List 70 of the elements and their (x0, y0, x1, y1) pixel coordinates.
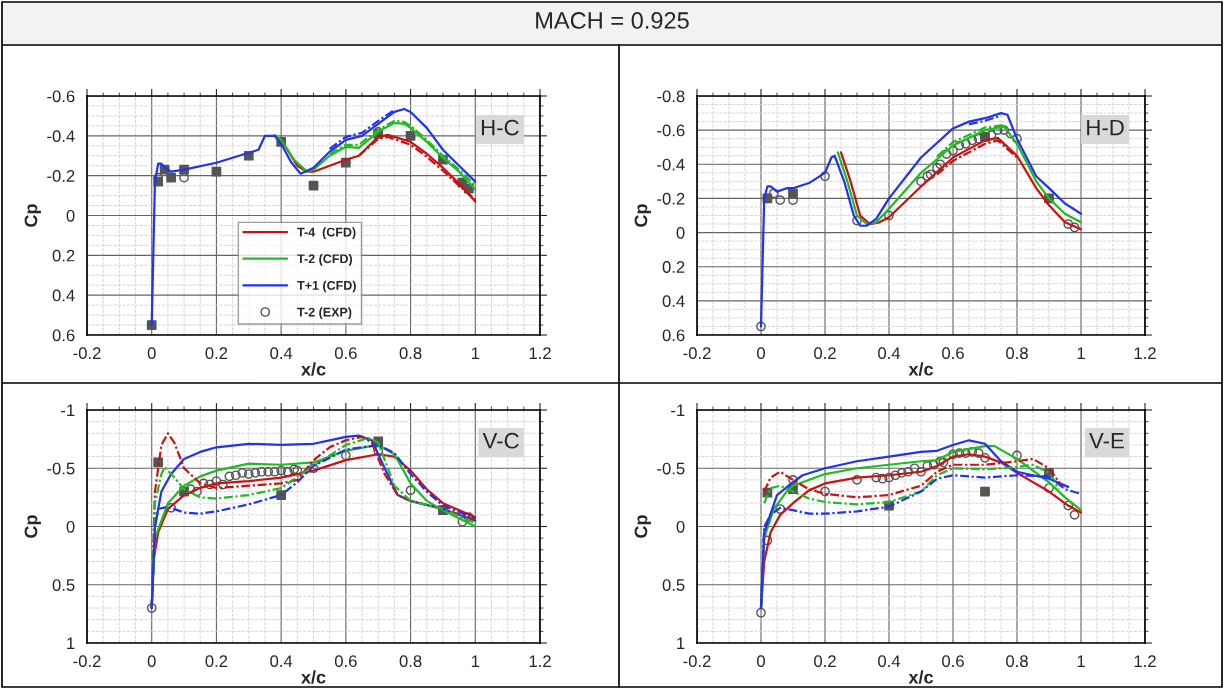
x-tick-label: 0 (757, 347, 765, 360)
y-tick-label: 0 (66, 209, 75, 222)
x-tick-label: 1 (1077, 655, 1085, 667)
y-tick-label: 0 (66, 520, 75, 533)
y-axis-title: Cp (634, 515, 651, 538)
x-tick-label: 0.8 (1006, 347, 1028, 360)
x-tick-label: 0.8 (399, 347, 422, 360)
x-axis-title: x/c (908, 362, 934, 376)
y-tick-label: 0.5 (662, 579, 685, 591)
x-tick-label: 0.8 (1006, 655, 1028, 668)
annotation: V-E (1089, 433, 1124, 449)
y-tick-label: -0.4 (47, 130, 75, 143)
y-tick-label: 1 (677, 637, 685, 650)
x-tick-label: 0.2 (814, 655, 836, 668)
y-axis-title: Cp (634, 204, 651, 227)
x-tick-label: 0.6 (334, 347, 357, 360)
x-tick-label: 1.2 (529, 655, 551, 667)
x-axis-title: x/c (908, 670, 934, 684)
y-tick-label: 0.6 (662, 329, 685, 342)
y-tick-label: -1 (61, 404, 75, 417)
x-axis-title: x/c (301, 362, 326, 376)
x-tick-label: 0.2 (205, 347, 228, 360)
annotation: H-C (481, 119, 519, 136)
y-tick-label: 0 (676, 226, 685, 239)
x-tick-label: 0.2 (205, 655, 228, 668)
x-tick-label: 0.6 (942, 347, 964, 360)
y-tick-label: -0.2 (657, 192, 685, 205)
x-axis-title: x/c (301, 670, 326, 684)
y-tick-label: 0.2 (662, 261, 685, 273)
x-tick-label: 0 (757, 655, 765, 668)
y-tick-label: -0.4 (657, 158, 685, 171)
x-tick-label: 1 (471, 655, 480, 667)
y-tick-label: -0.5 (47, 462, 75, 475)
x-tick-label: 0.6 (942, 655, 964, 668)
y-tick-label: -1 (671, 404, 685, 417)
x-tick-label: 0.6 (334, 655, 357, 668)
x-tick-label: 1.2 (1134, 347, 1156, 359)
y-tick-label: 0.4 (662, 295, 685, 308)
text: MACH = 0.925 (536, 12, 689, 29)
y-tick-label: 0.5 (52, 579, 75, 591)
x-tick-label: 0.2 (814, 347, 836, 360)
annotation: V-C (482, 432, 519, 449)
legend-label: T+1 (CFD) (297, 280, 356, 293)
y-tick-label: 1 (67, 637, 75, 650)
y-tick-label: -0.5 (657, 462, 685, 475)
x-tick-label: 0 (147, 347, 156, 360)
y-axis-title: Cp (24, 204, 41, 227)
legend-label: T-2 (EXP) (297, 307, 352, 319)
legend-label: T-2 (CFD) (297, 254, 353, 266)
x-tick-label: 1.2 (1134, 655, 1156, 667)
x-tick-label: 0.8 (399, 655, 422, 668)
x-tick-label: 1 (1077, 347, 1085, 359)
x-tick-label: 0.4 (878, 347, 901, 360)
x-tick-label: 0.4 (270, 655, 293, 668)
y-axis-title: Cp (24, 515, 41, 538)
x-tick-label: 1.2 (529, 347, 551, 359)
legend-label: T-4 (CFD) (297, 227, 356, 240)
y-tick-label: 0.4 (52, 289, 75, 302)
x-tick-label: 0 (147, 655, 156, 668)
x-tick-label: 0.4 (270, 347, 293, 360)
y-tick-label: -0.6 (657, 124, 685, 137)
annotation: H-D (1087, 119, 1124, 136)
y-tick-label: -0.8 (657, 90, 685, 103)
y-tick-label: 0.6 (52, 329, 75, 342)
y-tick-label: -0.2 (47, 170, 75, 182)
y-tick-label: 0 (676, 520, 685, 533)
x-tick-label: 0.4 (878, 655, 901, 668)
x-tick-label: 1 (471, 347, 480, 359)
y-tick-label: -0.6 (47, 90, 75, 103)
y-tick-label: 0.2 (52, 249, 75, 262)
